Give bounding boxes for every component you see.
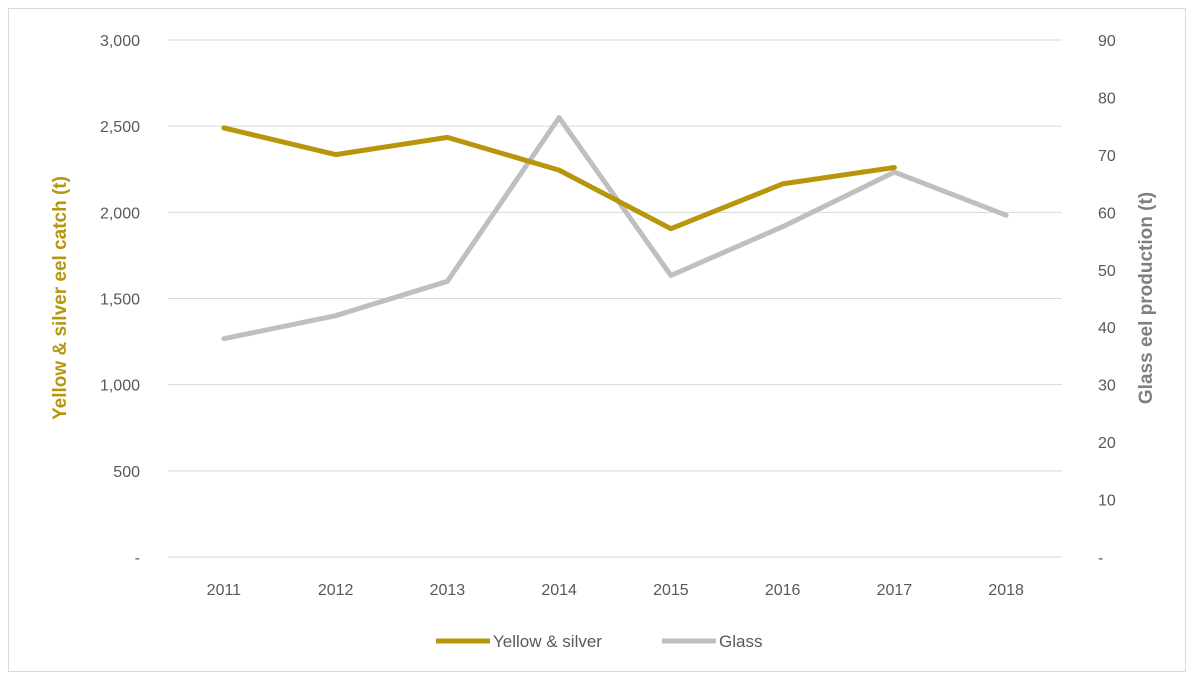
left-tick-label: 2,500 xyxy=(100,119,140,136)
right-tick-label: 70 xyxy=(1098,148,1116,165)
right-tick-label: 10 xyxy=(1098,493,1116,510)
x-tick-label: 2012 xyxy=(318,582,354,599)
right-tick-label: 60 xyxy=(1098,205,1116,222)
right-tick-label: - xyxy=(1098,550,1103,567)
left-tick-label: 1,500 xyxy=(100,292,140,309)
left-axis-ticks: - 500 1,000 1,500 2,000 2,500 3,000 xyxy=(100,33,140,567)
series-line-glass xyxy=(221,115,1009,342)
series-lines xyxy=(221,115,1009,342)
x-tick-label: 2014 xyxy=(541,582,577,599)
series-line-yellow-silver xyxy=(221,125,897,232)
x-tick-label: 2016 xyxy=(765,582,801,599)
left-axis-title: Yellow & silver eel catch (t) xyxy=(50,176,71,420)
x-tick-label: 2013 xyxy=(430,582,466,599)
x-axis-ticks: 2011 2012 2013 2014 2015 2016 2017 2018 xyxy=(207,582,1024,599)
right-tick-label: 30 xyxy=(1098,378,1116,395)
left-tick-label: 1,000 xyxy=(100,378,140,395)
right-axis-ticks: - 10 20 30 40 50 60 70 80 90 xyxy=(1098,33,1116,567)
right-tick-label: 80 xyxy=(1098,90,1116,107)
legend: Yellow & silver Glass xyxy=(436,632,762,651)
left-tick-label: 500 xyxy=(113,464,140,481)
x-tick-label: 2017 xyxy=(877,582,913,599)
left-tick-label: - xyxy=(135,550,140,567)
left-tick-label: 3,000 xyxy=(100,33,140,50)
x-tick-label: 2018 xyxy=(988,582,1024,599)
left-tick-label: 2,000 xyxy=(100,205,140,222)
x-tick-label: 2015 xyxy=(653,582,689,599)
right-tick-label: 20 xyxy=(1098,435,1116,452)
legend-label: Glass xyxy=(719,632,762,651)
right-axis-title: Glass eel production (t) xyxy=(1136,192,1157,404)
right-tick-label: 40 xyxy=(1098,320,1116,337)
x-tick-label: 2011 xyxy=(207,582,242,599)
right-tick-label: 50 xyxy=(1098,263,1116,280)
chart-frame xyxy=(8,8,1186,672)
right-tick-label: 90 xyxy=(1098,33,1116,50)
gridlines xyxy=(168,39,1062,558)
legend-label: Yellow & silver xyxy=(493,632,602,651)
